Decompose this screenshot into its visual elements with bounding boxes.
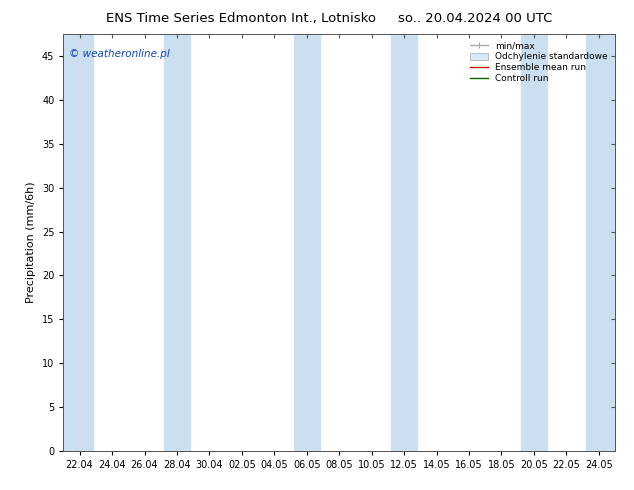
Text: ENS Time Series Edmonton Int., Lotnisko: ENS Time Series Edmonton Int., Lotnisko	[106, 12, 376, 25]
Legend: min/max, Odchylenie standardowe, Ensemble mean run, Controll run: min/max, Odchylenie standardowe, Ensembl…	[467, 39, 611, 86]
Text: © weatheronline.pl: © weatheronline.pl	[69, 49, 170, 59]
Text: so.. 20.04.2024 00 UTC: so.. 20.04.2024 00 UTC	[398, 12, 553, 25]
Bar	[391, 34, 417, 451]
Bar	[63, 34, 93, 451]
Bar	[586, 34, 615, 451]
Y-axis label: Precipitation (mm/6h): Precipitation (mm/6h)	[27, 182, 36, 303]
Bar	[164, 34, 190, 451]
Bar	[521, 34, 547, 451]
Bar	[294, 34, 320, 451]
